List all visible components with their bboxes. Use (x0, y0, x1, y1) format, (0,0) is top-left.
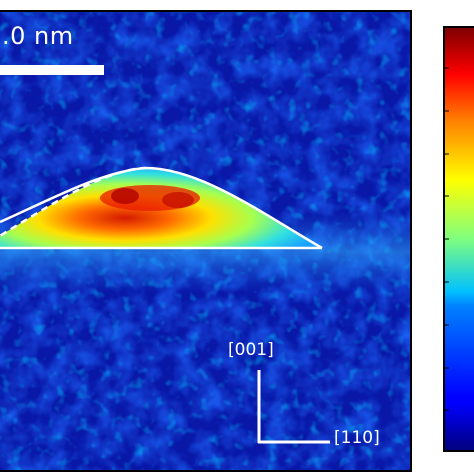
dashed-outline (0, 166, 146, 238)
intensity-map (0, 10, 412, 472)
axis-label-110: [110] (334, 428, 380, 448)
axis-label-001: [001] (228, 340, 274, 360)
solid-outline (0, 166, 323, 250)
scale-bar (0, 65, 104, 75)
scale-bar-label: .0 nm (2, 22, 74, 50)
colorbar-gradient (445, 28, 474, 450)
colorbar (443, 26, 474, 452)
colorbar-ticks (445, 67, 449, 411)
